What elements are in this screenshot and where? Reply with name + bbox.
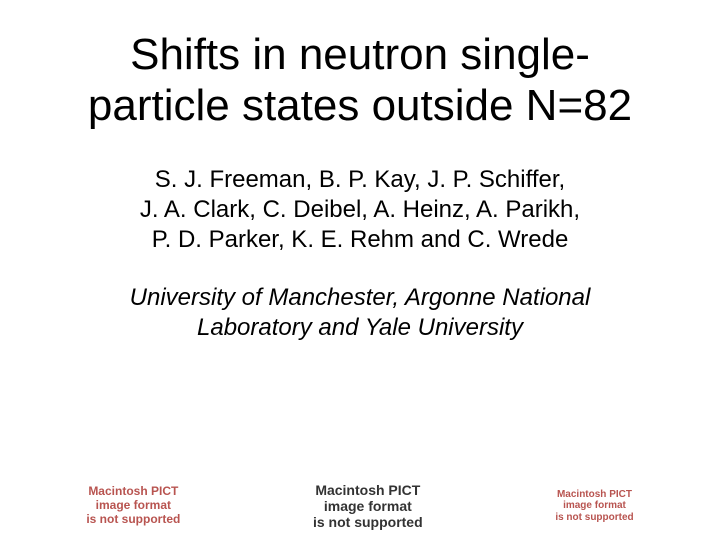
affil-line-2: Laboratory and Yale University [197,314,523,341]
affil-line-1: University of Manchester, Argonne Nation… [130,284,591,311]
title-line-2: particle states outside N=82 [88,81,632,130]
pict-placeholder-row: Macintosh PICT image format is not suppo… [0,482,720,530]
pict-1-line-1: Macintosh PICT [88,484,178,498]
page-title: Shifts in neutron single- particle state… [40,30,680,131]
pict-2-line-3: is not supported [313,514,423,530]
pict-3-line-1: Macintosh PICT [557,489,632,500]
pict-placeholder-2: Macintosh PICT image format is not suppo… [313,482,423,530]
pict-1-line-3: is not supported [86,512,180,526]
pict-placeholder-3: Macintosh PICT image format is not suppo… [555,489,633,524]
authors-block: S. J. Freeman, B. P. Kay, J. P. Schiffer… [70,165,650,255]
pict-3-line-2: image format [563,500,626,511]
slide: Shifts in neutron single- particle state… [0,30,720,540]
authors-line-1: S. J. Freeman, B. P. Kay, J. P. Schiffer… [155,166,565,193]
affiliations-block: University of Manchester, Argonne Nation… [90,283,630,343]
authors-line-3: P. D. Parker, K. E. Rehm and C. Wrede [152,226,569,253]
pict-2-line-2: image format [324,498,412,514]
pict-1-line-2: image format [96,498,171,512]
pict-placeholder-1: Macintosh PICT image format is not suppo… [86,485,180,526]
pict-2-line-1: Macintosh PICT [315,482,420,498]
pict-3-line-3: is not supported [555,512,633,523]
title-line-1: Shifts in neutron single- [130,30,590,79]
authors-line-2: J. A. Clark, C. Deibel, A. Heinz, A. Par… [140,196,580,223]
